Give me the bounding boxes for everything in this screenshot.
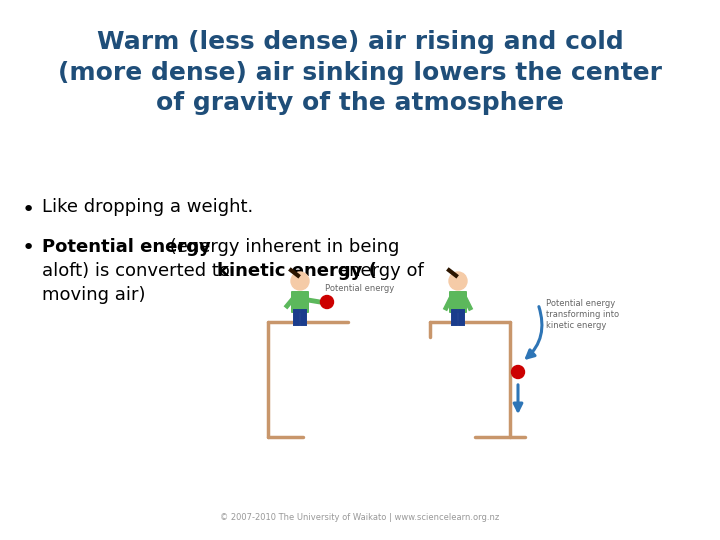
Text: Warm (less dense) air rising and cold
(more dense) air sinking lowers the center: Warm (less dense) air rising and cold (m…: [58, 30, 662, 116]
FancyBboxPatch shape: [291, 291, 309, 313]
Text: •: •: [22, 200, 35, 220]
FancyArrowPatch shape: [514, 385, 522, 411]
Text: Like dropping a weight.: Like dropping a weight.: [42, 198, 253, 216]
Circle shape: [320, 295, 333, 308]
Text: energy of: energy of: [338, 262, 424, 280]
Circle shape: [449, 272, 467, 290]
Text: © 2007-2010 The University of Waikato | www.sciencelearn.org.nz: © 2007-2010 The University of Waikato | …: [220, 513, 500, 522]
Circle shape: [291, 272, 309, 290]
Text: moving air): moving air): [42, 286, 145, 304]
Text: Potential energy
transforming into
kinetic energy: Potential energy transforming into kinet…: [546, 299, 619, 330]
Text: (energy inherent in being: (energy inherent in being: [163, 238, 399, 256]
Text: Potential energy: Potential energy: [42, 238, 211, 256]
Circle shape: [511, 366, 524, 379]
Text: aloft) is converted to: aloft) is converted to: [42, 262, 235, 280]
Text: Potential energy: Potential energy: [325, 284, 395, 293]
Text: kinetic energy (: kinetic energy (: [217, 262, 377, 280]
FancyArrowPatch shape: [526, 307, 542, 358]
FancyBboxPatch shape: [449, 291, 467, 313]
Text: •: •: [22, 238, 35, 258]
